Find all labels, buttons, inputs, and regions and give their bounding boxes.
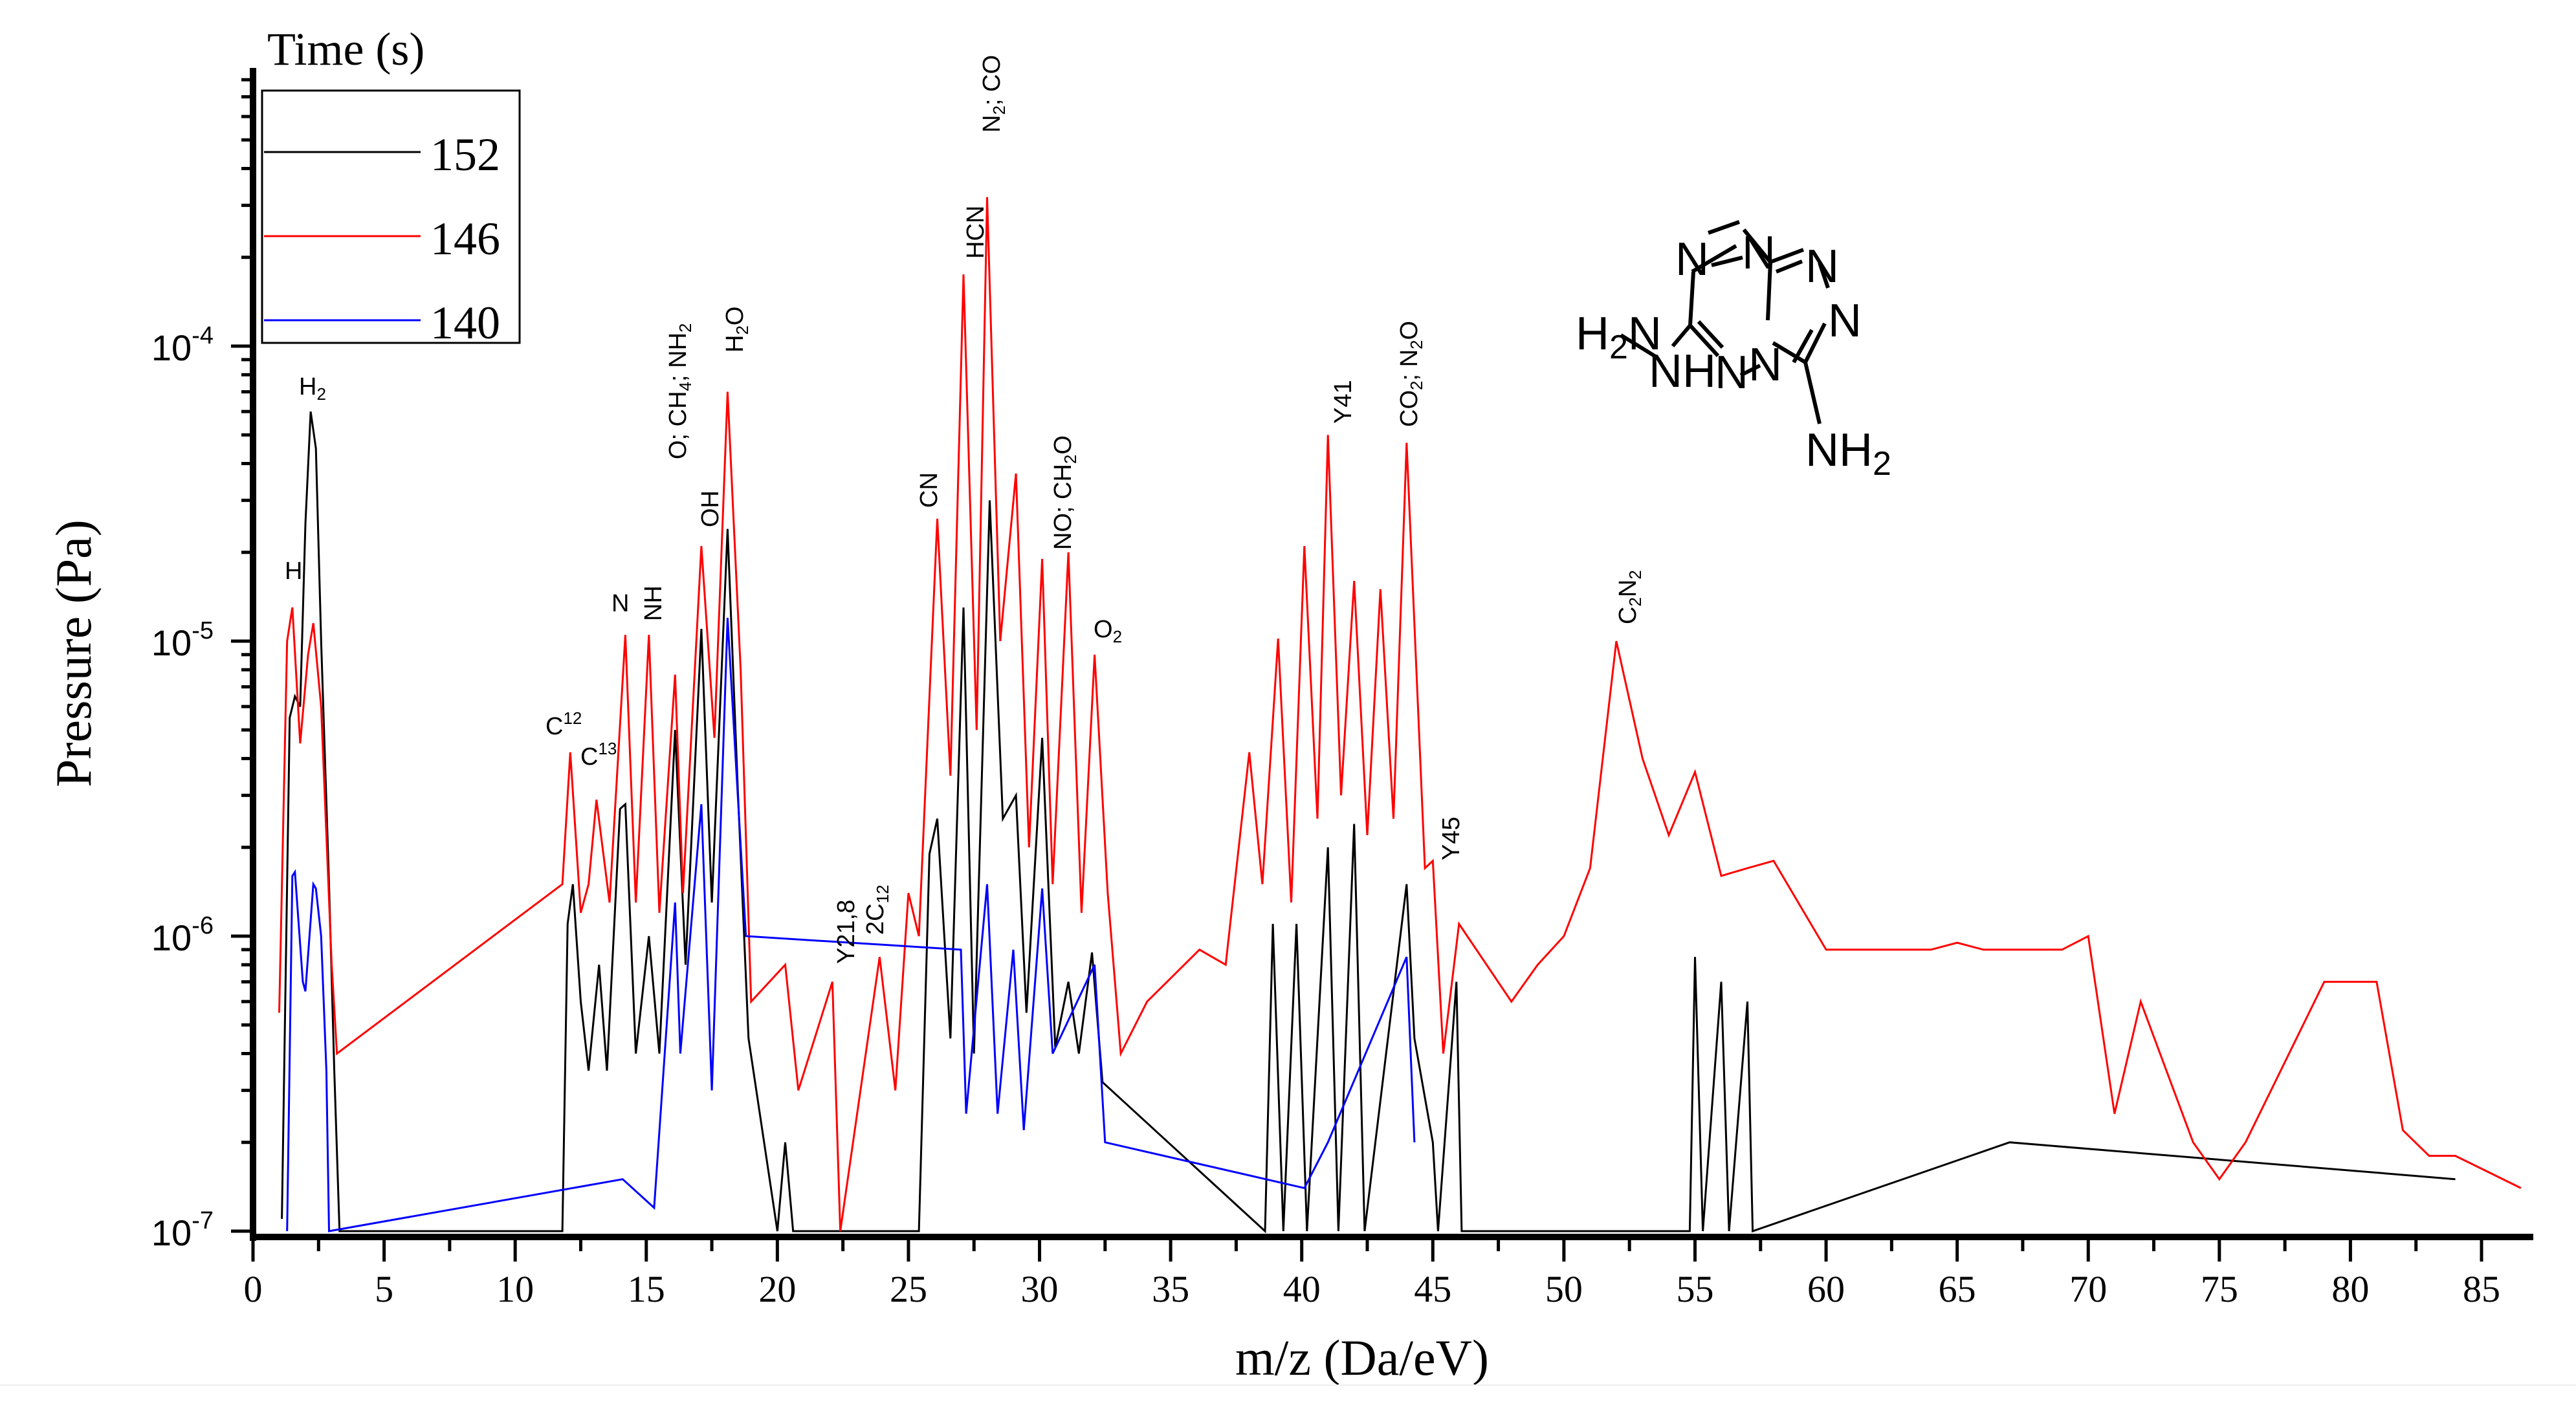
x-tick-label: 35 [1152,1268,1189,1310]
peak-label: NO; CH2O [1050,435,1080,550]
svg-text:CN: CN [916,472,943,508]
peak-label: N2; CO [978,55,1009,133]
peak-label: O; CH4; NH2 [665,323,695,460]
x-tick-label: 60 [1807,1268,1845,1310]
svg-text:H2: H2 [299,373,326,404]
y-tick-label: 10-4 [151,322,214,368]
atom-n-1: N [1742,227,1776,279]
svg-text:Y21,8: Y21,8 [833,900,860,964]
x-tick-label: 20 [758,1268,796,1310]
x-tick-label: 55 [1676,1268,1713,1310]
series-lines [278,197,2522,1234]
svg-text:N2; CO: N2; CO [978,55,1009,133]
svg-text:C12: C12 [545,708,582,740]
peak-label: 2C12 [862,884,892,935]
atom-n-3: N [1805,241,1839,292]
y-tick-label: 10-6 [151,912,214,958]
peak-label: C13 [580,739,617,771]
x-tick-label: 80 [2331,1268,2369,1310]
atom-n-2: N [1675,234,1709,285]
svg-text:O2: O2 [1094,616,1122,646]
legend: Time (s) 152 146 140 [261,23,521,349]
peak-label: C2N2 [1614,570,1645,624]
svg-text:C2N2: C2N2 [1614,570,1645,624]
molecule-structure: N N N N N N H2N NH NH2 [1576,220,1891,483]
page-bottom-rule [0,1384,2576,1386]
peak-label: H2 [299,373,326,404]
svg-text:HCN: HCN [962,206,989,259]
x-tick-label: 10 [496,1268,534,1310]
series-line-140 [286,617,1416,1232]
svg-text:NO; CH2O: NO; CH2O [1050,435,1080,550]
svg-text:N: N [611,590,629,617]
svg-text:OH: OH [697,490,724,527]
atom-nh2: NH2 [1805,424,1891,483]
peak-label: CN [916,472,943,508]
x-axis-title: m/z (Da/eV) [1235,1329,1489,1386]
legend-label-146: 146 [430,213,500,265]
y-tick-label: 10-7 [151,1207,214,1253]
series-line-152 [281,411,2456,1234]
x-tick-label: 65 [1939,1268,1976,1310]
svg-text:H2O: H2O [721,307,752,353]
atom-n-5: N [1748,339,1782,391]
x-tick-label: 30 [1021,1268,1059,1310]
peak-label: Y21,8 [833,900,860,964]
x-tick-label: 85 [2463,1268,2500,1310]
peak-label: Y41 [1330,380,1357,424]
peak-label: OH [697,490,724,527]
svg-text:CO2; N2O: CO2; N2O [1396,321,1426,427]
legend-label-152: 152 [430,129,500,180]
svg-text:C13: C13 [580,739,617,771]
x-tick-label: 0 [244,1268,263,1310]
x-tick-label: 5 [375,1268,393,1310]
series-line-146 [278,197,2522,1232]
x-tick-label: 40 [1283,1268,1321,1310]
svg-text:O; CH4; NH2: O; CH4; NH2 [665,323,695,460]
peak-label: O2 [1094,616,1122,646]
legend-label-140: 140 [430,297,500,349]
svg-text:NH: NH [640,585,667,621]
svg-text:Y45: Y45 [1438,816,1465,860]
x-tick-label: 50 [1545,1268,1583,1310]
legend-box [261,89,521,344]
y-axis-title: Pressure (Pa) [45,520,102,787]
atom-n-6: N [1715,347,1748,399]
peak-label: HCN [962,206,989,259]
x-tick-label: 15 [628,1268,665,1310]
x-tick-label: 45 [1414,1268,1451,1310]
svg-text:H: H [285,558,302,585]
peak-label: C12 [545,708,582,740]
svg-text:Y41: Y41 [1330,380,1357,424]
x-tick-label: 70 [2069,1268,2107,1310]
x-tick-label: 25 [890,1268,927,1310]
peak-label: Y45 [1438,816,1465,860]
atom-nh: NH [1649,345,1716,397]
peak-label: NH [640,585,667,621]
peak-label: H2O [721,307,752,353]
peak-label: H [285,558,302,585]
legend-title: Time (s) [267,23,424,75]
y-tick-label: 10-5 [151,617,214,663]
svg-text:2C12: 2C12 [862,884,892,935]
peak-label: CO2; N2O [1396,321,1426,427]
peak-label: N [611,590,629,617]
x-tick-label: 75 [2201,1268,2238,1310]
atom-n-4: N [1828,295,1862,347]
